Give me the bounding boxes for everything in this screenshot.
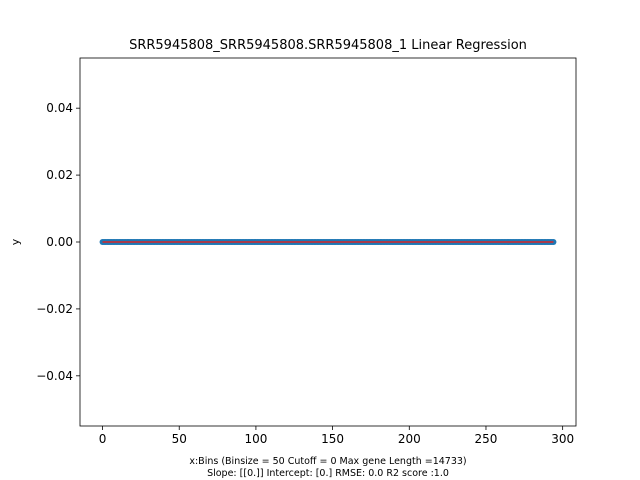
x-tick-label: 100 — [244, 432, 267, 446]
x-tick-label: 50 — [172, 432, 187, 446]
x-axis-label-line-1: x:Bins (Binsize = 50 Cutoff = 0 Max gene… — [189, 456, 466, 467]
x-tick-label: 0 — [99, 432, 107, 446]
chart-title: SRR5945808_SRR5945808.SRR5945808_1 Linea… — [129, 38, 527, 53]
plot-area: 0 50 100 150 200 250 300 −0.04 −0.02 0.00 0.02 0.04 — [36, 57, 577, 446]
x-tick-label: 200 — [398, 432, 421, 446]
x-tick-label: 150 — [321, 432, 344, 446]
x-tick-label: 250 — [475, 432, 498, 446]
y-tick-label: 0.00 — [46, 235, 73, 249]
y-tick-label: −0.02 — [36, 302, 73, 316]
x-tick-label: 300 — [551, 432, 574, 446]
y-tick-label: −0.04 — [36, 369, 73, 383]
x-axis-label-line-2: Slope: [[0.]] Intercept: [0.] RMSE: 0.0 … — [207, 468, 449, 479]
y-axis-label: y — [9, 238, 22, 245]
y-tick-label: 0.02 — [46, 168, 73, 182]
y-tick-label: 0.04 — [46, 101, 73, 115]
